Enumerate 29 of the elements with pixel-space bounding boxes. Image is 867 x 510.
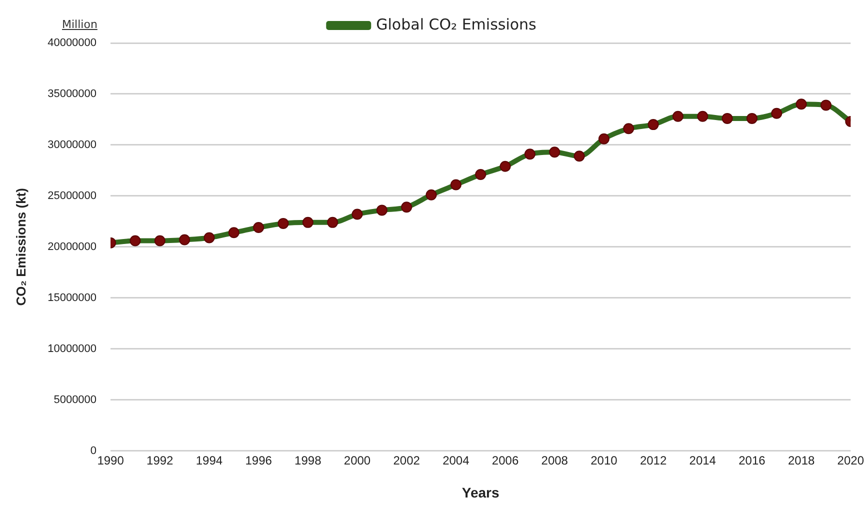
- y-tick-label: 5000000: [54, 394, 97, 406]
- x-tick-label: 1990: [97, 453, 124, 468]
- x-tick-label: 2000: [344, 453, 371, 468]
- y-tick-label: 35000000: [48, 88, 97, 100]
- y-tick-label: 40000000: [48, 37, 97, 50]
- x-tick-label: 1994: [196, 453, 223, 468]
- x-tick-label: 1998: [294, 453, 322, 468]
- y-tick-label: 10000000: [48, 342, 97, 355]
- x-tick-label: 2008: [541, 453, 568, 468]
- x-tick-label: 2020: [837, 453, 864, 468]
- y-tick-label: 30000000: [48, 138, 97, 151]
- y-tick-label: 20000000: [48, 240, 97, 253]
- x-tick-label: 2002: [393, 453, 420, 468]
- x-tick-label: 1992: [146, 453, 174, 468]
- y-tick-label: 15000000: [48, 292, 97, 304]
- x-axis-title: Years: [462, 484, 500, 500]
- legend-label: Global CO₂ Emissions: [376, 15, 537, 34]
- y-tick-label: 0: [90, 444, 97, 457]
- y-axis-title: CO₂ Emissions (kt): [13, 188, 28, 306]
- text: Million: [62, 18, 98, 31]
- x-tick-label: 2006: [492, 453, 519, 468]
- x-tick-label: 2012: [640, 453, 667, 468]
- y-tick-label: 25000000: [48, 190, 97, 202]
- x-tick-label: 2016: [738, 453, 766, 468]
- x-tick-label: 2010: [590, 453, 618, 468]
- x-tick-label: 2004: [442, 453, 470, 468]
- x-tick-label: 2018: [788, 453, 815, 468]
- x-tick-label: 1996: [245, 453, 272, 468]
- x-tick-label: 2014: [689, 453, 716, 468]
